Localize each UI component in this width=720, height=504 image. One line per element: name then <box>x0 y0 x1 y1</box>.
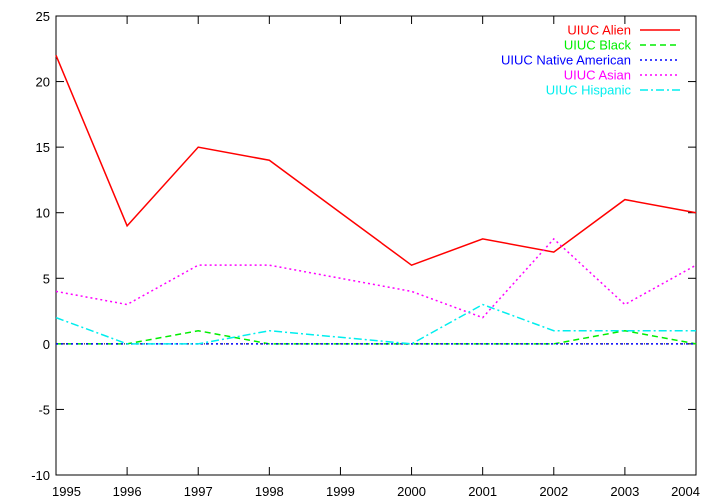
series-lines <box>55 55 697 345</box>
y-axis: -10 -5 0 5 10 15 20 25 <box>31 9 696 483</box>
x-tick-label: 2002 <box>539 484 568 499</box>
legend-label: UIUC Alien <box>567 23 631 38</box>
series-line-uiuc-asian <box>55 237 697 319</box>
x-tick-label: 2003 <box>610 484 639 499</box>
legend-label: UIUC Hispanic <box>546 83 632 98</box>
x-tick-label: 1998 <box>255 484 284 499</box>
y-tick-label: 0 <box>43 337 50 352</box>
x-tick-label: 1997 <box>184 484 213 499</box>
y-tick-label: 25 <box>36 9 50 24</box>
y-tick-label: -5 <box>38 402 50 417</box>
y-tick-label: 15 <box>36 140 50 155</box>
legend-label: UIUC Black <box>564 38 632 53</box>
x-axis: 1995 1996 1997 1998 1999 2000 2001 2002 2003 2004 <box>52 16 700 499</box>
series-line-uiuc-alien <box>55 55 697 267</box>
y-tick-label: 10 <box>36 206 50 221</box>
x-tick-label: 1996 <box>113 484 142 499</box>
y-tick-label: 20 <box>36 75 50 90</box>
x-tick-label: 1995 <box>52 484 81 499</box>
series-line-uiuc-hispanic <box>55 303 696 345</box>
x-tick-label: 2004 <box>671 484 700 499</box>
x-tick-label: 1999 <box>326 484 355 499</box>
plot-frame <box>55 15 697 476</box>
y-tick-label: -10 <box>31 468 50 483</box>
x-tick-label: 2000 <box>397 484 426 499</box>
y-tick-label: 5 <box>43 271 50 286</box>
x-tick-label: 2001 <box>468 484 497 499</box>
legend-label: UIUC Asian <box>564 68 631 83</box>
series-line-uiuc-black <box>56 329 697 345</box>
legend-label: UIUC Native American <box>501 53 631 68</box>
